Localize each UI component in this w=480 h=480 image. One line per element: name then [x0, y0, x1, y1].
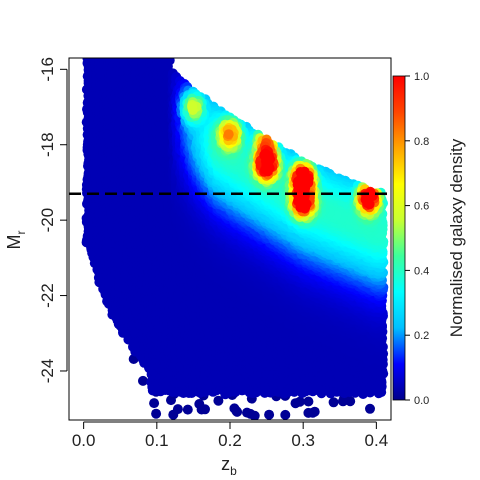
galaxy-point: [242, 407, 252, 418]
galaxy-point: [280, 409, 291, 420]
galaxy-point: [345, 396, 356, 407]
galaxy-point: [138, 375, 148, 386]
galaxy-point: [328, 397, 339, 408]
galaxy-point: [232, 406, 243, 417]
galaxy-point: [166, 58, 172, 59]
galaxy-point: [114, 58, 120, 59]
galaxy-point: [172, 404, 183, 415]
galaxy-point: [196, 404, 207, 415]
galaxy-point: [365, 403, 375, 414]
galaxy-point: [121, 58, 126, 59]
galaxy-point: [182, 404, 193, 415]
galaxy-point: [294, 396, 305, 407]
plot-area: [81, 58, 389, 420]
galaxy-point: [264, 409, 275, 420]
galaxy-point: [84, 58, 89, 59]
galaxy-point: [90, 58, 95, 59]
galaxy-point: [149, 398, 160, 409]
galaxy-point: [152, 58, 156, 59]
galaxy-point: [303, 407, 314, 418]
galaxy-point: [110, 58, 115, 59]
galaxy-point: [338, 396, 348, 407]
galaxy-point: [151, 408, 162, 419]
galaxy-point: [303, 396, 314, 407]
galaxy-point: [155, 58, 159, 59]
galaxy-point: [249, 410, 260, 420]
galaxy-point: [213, 395, 224, 406]
galaxy-point: [133, 58, 138, 59]
